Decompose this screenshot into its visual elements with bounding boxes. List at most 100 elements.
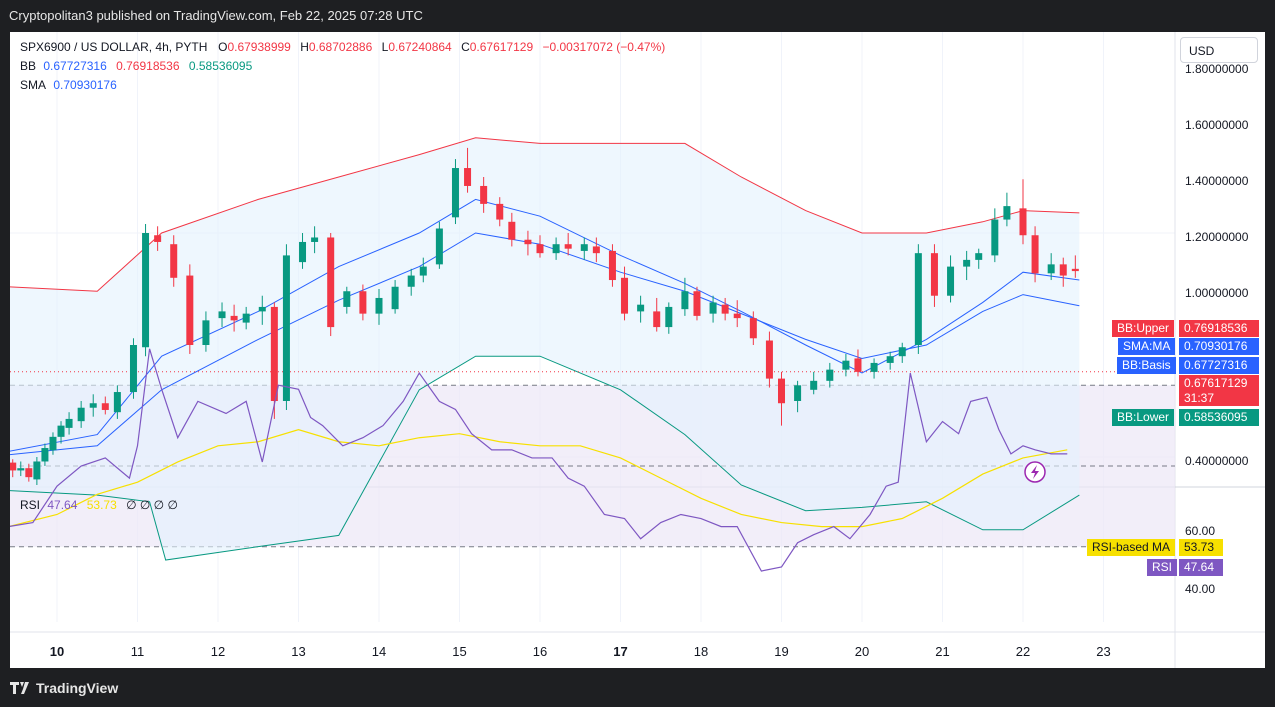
candle-body [947,266,955,296]
bb-band-fill [10,137,1080,561]
rsi-tag-label: RSI [1147,559,1178,576]
candle-body [154,235,162,242]
currency-button[interactable]: USD [1180,37,1258,63]
x-tick-label: 19 [774,644,789,659]
candle-body [142,233,150,348]
candle-body [419,266,427,276]
legend-sma: SMA 0.70930176 [20,78,117,92]
rsi-ma-line [10,429,1068,528]
bb-basis-value: 0.67727316 [43,59,107,73]
publisher-bar: Cryptopolitan3 published on TradingView.… [0,0,1275,32]
candle-body [407,275,415,287]
sma-value: 0.70930176 [53,78,117,92]
rsi-tick: 40.00 [1185,582,1216,596]
x-tick-label: 14 [371,644,387,659]
countdown-tag: 31:37 [1179,391,1259,406]
candle-body [129,345,137,393]
rsi-ma-tag-label: RSI-based MA [1087,539,1176,556]
candle-body [1047,264,1055,274]
tradingview-brand: TradingView [36,680,119,696]
candle-body [552,244,560,254]
candle-body [733,313,741,319]
candle-body [480,185,488,204]
candle-body [886,356,894,363]
close-value: 0.67617129 [469,40,534,54]
x-tick-label: 13 [291,644,306,659]
sma-tag-label: SMA:MA [1118,338,1176,355]
price-tick: 1.40000000 [1185,174,1249,188]
rsi-tick: 60.00 [1185,524,1216,538]
candle-body [653,311,661,328]
bb-upper-tag-value: 0.76918536 [1179,320,1259,337]
x-tick-label: 12 [210,644,226,659]
chart-svg[interactable] [10,32,1265,668]
high-value: 0.68702886 [308,40,373,54]
legend-main: SPX6900 / US DOLLAR, 4h, PYTH O0.6793899… [20,40,665,54]
x-tick-label: 11 [130,644,145,659]
candle-body [242,313,250,323]
candle-body [826,369,834,381]
candle-body [41,448,49,462]
candle-body [721,304,729,314]
bb-label: BB [20,59,37,73]
candle-body [25,468,33,478]
candle-body [77,407,85,422]
candle-body [508,221,516,240]
candle-body [435,228,443,265]
bb-lower-value: 0.58536095 [188,59,253,73]
candle-body [202,320,210,345]
candle-body [854,358,862,372]
rsi-line [10,348,1068,572]
candle-body [311,237,319,242]
candle-body [914,253,922,345]
candle-body [524,239,532,245]
open-label: O [218,40,228,54]
candle-body [1059,264,1067,276]
candle-body [89,403,97,408]
x-tick-label: 23 [1096,644,1111,659]
candle-body [10,462,17,471]
candle-body [765,340,773,379]
tradingview-logo[interactable]: TradingView [10,680,118,696]
x-tick-label: 21 [935,644,950,659]
change-value: −0.00317072 (−0.47%) [542,40,666,54]
x-tick-label: 10 [49,644,65,659]
candle-body [608,250,616,281]
close-label: C [461,40,470,54]
candle-body [33,461,41,480]
candle-body [258,306,266,312]
x-tick-label: 16 [532,644,548,659]
candle-body [1071,268,1079,272]
candle-body [464,168,472,186]
candle-body [1003,206,1011,220]
bb-basis-tag-value: 0.67727316 [1179,357,1259,374]
candle-body [359,291,367,314]
candle-body [580,244,588,251]
candle-body [592,246,600,254]
x-tick-label: 22 [1015,644,1031,659]
high-label: H [300,40,309,54]
low-value: 0.67240864 [388,40,452,54]
candle-body [749,318,757,339]
tradingview-logo-icon [10,682,29,694]
candle-body [991,219,999,256]
candle-body [693,291,701,316]
chart-panel[interactable]: SPX6900 / US DOLLAR, 4h, PYTH O0.6793899… [10,32,1265,668]
candle-body [230,315,238,321]
rsi-label: RSI [20,498,41,512]
candle-body [564,244,572,249]
price-tick: 1.00000000 [1185,286,1249,300]
candle-body [170,244,178,278]
candle-body [778,378,785,404]
candle-body [1019,208,1027,236]
candle-body [49,436,57,451]
candle-body [665,306,673,328]
candle-body [975,253,983,260]
legend-rsi: RSI 47.64 53.73 ∅ ∅ ∅ ∅ [20,498,178,512]
x-tick-label: 18 [693,644,709,659]
rsi-ma-tag-value: 53.73 [1179,539,1223,556]
candle-body [391,286,399,310]
candle-body [963,259,971,267]
candle-body [451,168,459,218]
sma-tag-value: 0.70930176 [1179,338,1259,355]
